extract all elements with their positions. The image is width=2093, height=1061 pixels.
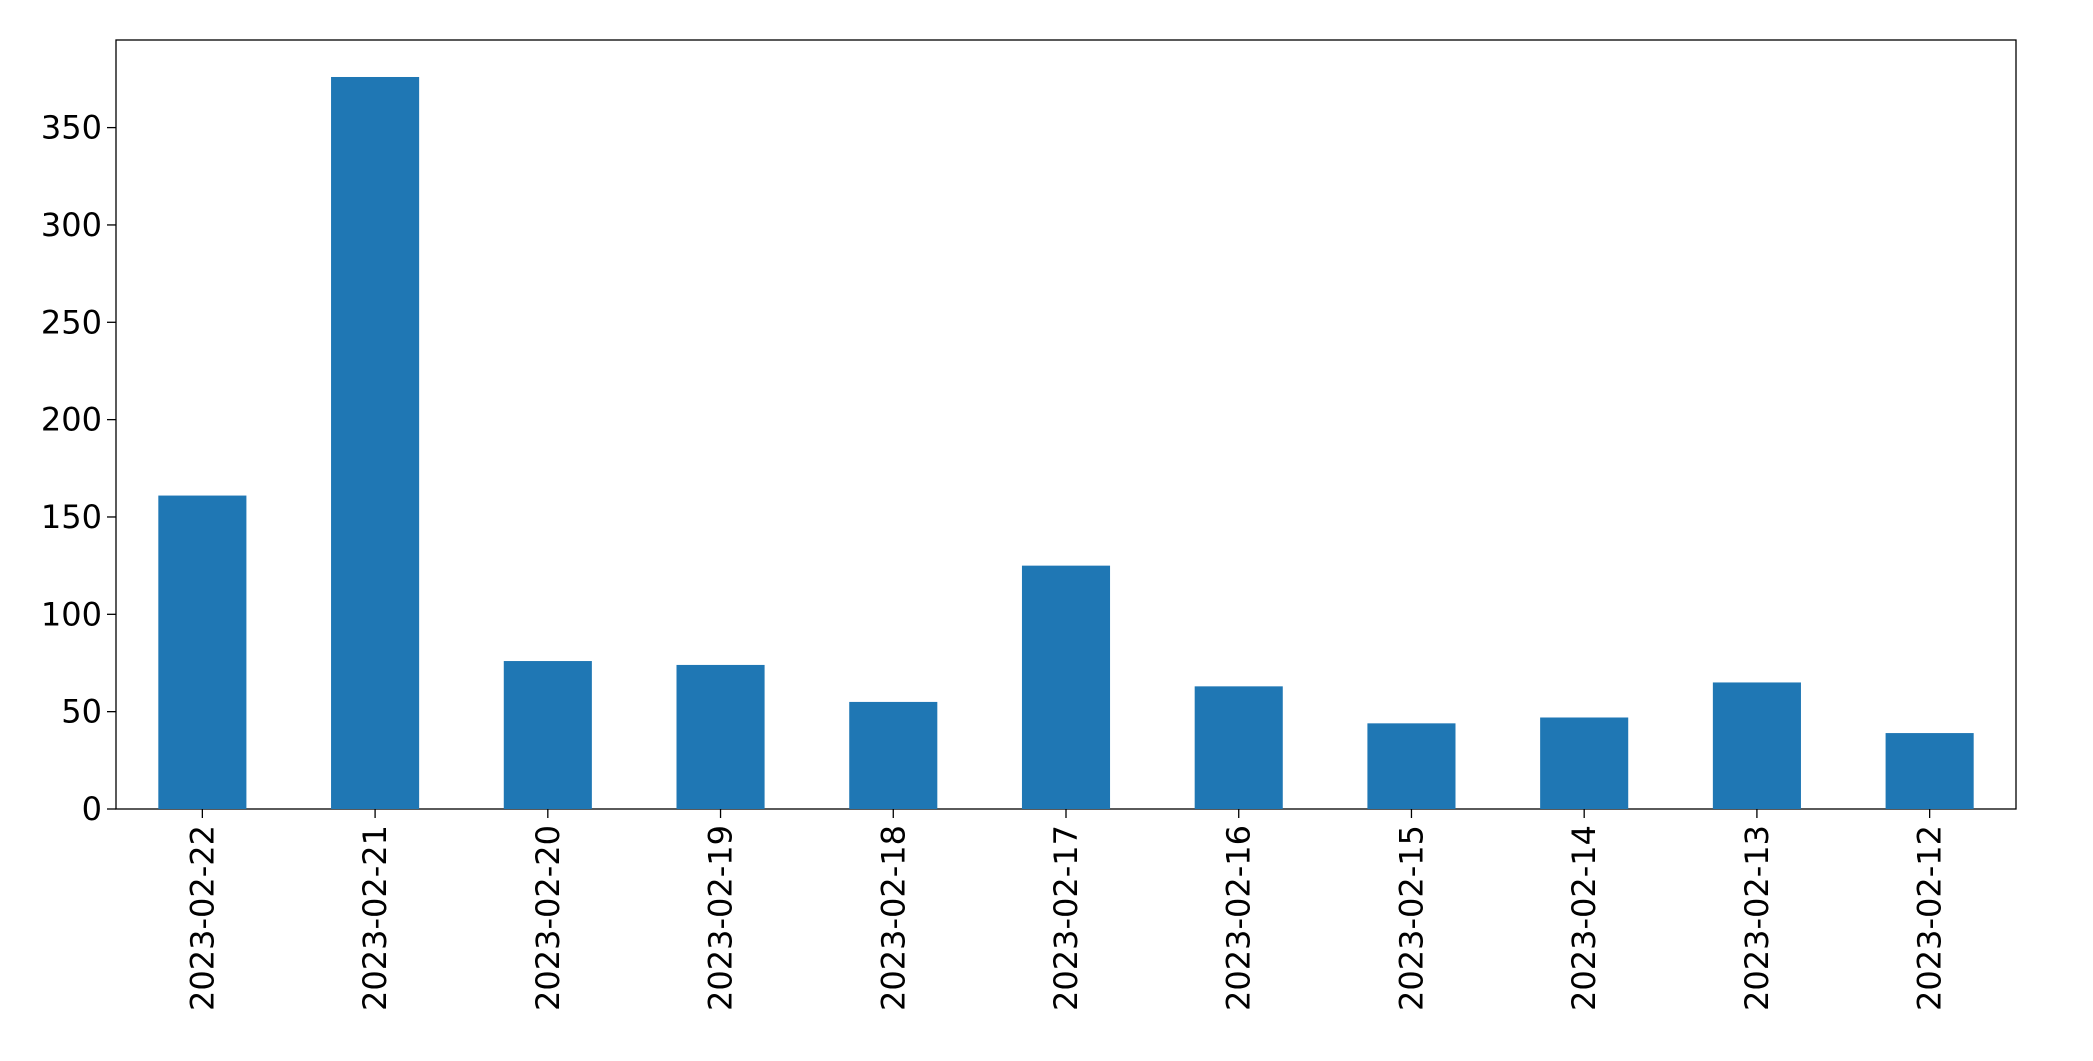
x-tick-label: 2023-02-12: [1911, 825, 1949, 1011]
y-tick-label: 50: [61, 693, 102, 731]
bar: [1021, 565, 1111, 809]
x-tick-label: 2023-02-19: [702, 825, 740, 1011]
bar: [849, 701, 938, 809]
bar: [1712, 682, 1801, 809]
y-tick-label: 350: [41, 109, 102, 147]
x-tick-label: 2023-02-22: [183, 825, 221, 1011]
bar: [158, 495, 247, 809]
y-tick-label: 250: [41, 303, 102, 341]
x-tick-label: 2023-02-17: [1047, 825, 1085, 1011]
bar: [1540, 717, 1629, 809]
bar: [331, 76, 420, 810]
y-tick-label: 100: [41, 595, 102, 633]
bar: [1194, 686, 1283, 809]
x-tick-label: 2023-02-16: [1220, 825, 1258, 1011]
x-tick-label: 2023-02-20: [529, 825, 567, 1011]
x-tick-label: 2023-02-15: [1392, 825, 1430, 1011]
y-tick-label: 300: [41, 206, 102, 244]
bar: [503, 661, 592, 809]
x-tick-label: 2023-02-18: [874, 825, 912, 1011]
y-tick-label: 200: [41, 401, 102, 439]
y-tick-label: 150: [41, 498, 102, 536]
x-tick-label: 2023-02-14: [1565, 825, 1603, 1011]
x-tick-label: 2023-02-13: [1738, 825, 1776, 1011]
bar: [1885, 733, 1974, 809]
y-tick-label: 0: [82, 790, 102, 828]
bar: [1367, 723, 1456, 809]
bar: [676, 664, 765, 809]
x-tick-label: 2023-02-21: [356, 825, 394, 1011]
